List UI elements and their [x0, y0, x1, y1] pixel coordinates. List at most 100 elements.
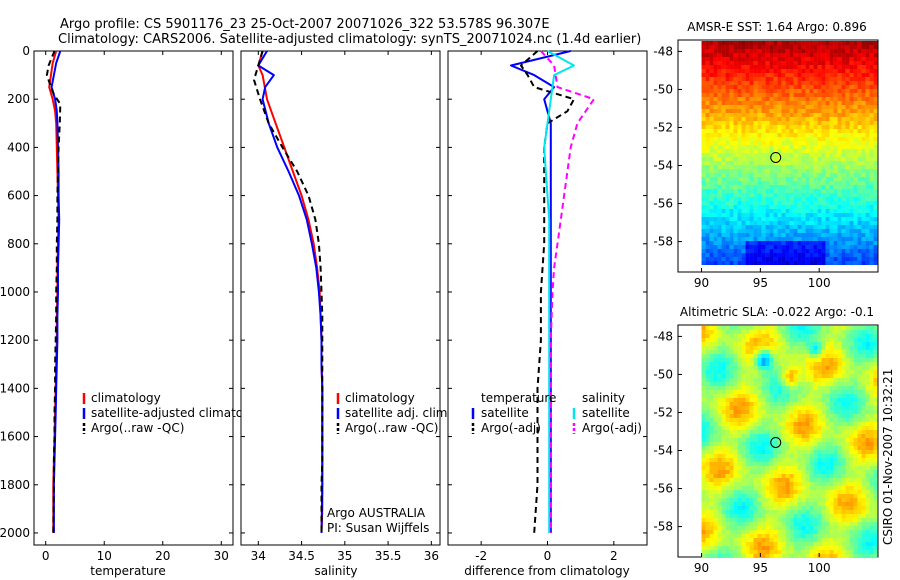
sla-heatmap-cell [761, 334, 766, 338]
sla-heatmap-cell [829, 478, 834, 482]
sst-heatmap-cell [813, 133, 818, 137]
sst-heatmap-cell [861, 209, 866, 213]
sst-heatmap-cell [853, 137, 858, 141]
sla-heatmap-cell [805, 450, 810, 454]
sst-heatmap-cell [837, 225, 842, 229]
sla-heatmap-cell [837, 526, 842, 530]
sst-heatmap-cell [845, 153, 850, 157]
sst-heatmap-cell [781, 157, 786, 161]
sst-heatmap-cell [749, 181, 754, 185]
sst-heatmap-cell [729, 133, 734, 137]
sst-heatmap-cell [729, 217, 734, 221]
sla-heatmap-cell [749, 486, 754, 490]
sla-heatmap-cell [701, 442, 706, 446]
sst-heatmap-cell [745, 169, 750, 173]
sst-heatmap-cell [873, 157, 878, 161]
sst-heatmap-cell [797, 109, 802, 113]
sst-heatmap-cell [829, 129, 834, 133]
sst-heatmap-cell [785, 249, 790, 253]
sst-heatmap-cell [861, 77, 866, 81]
sst-heatmap-cell [769, 173, 774, 177]
sst-heatmap-cell [873, 137, 878, 141]
sla-heatmap-cell [801, 446, 806, 450]
sla-heatmap-cell [817, 446, 822, 450]
sla-heatmap-cell [861, 366, 866, 370]
sla-heatmap-cell [709, 430, 714, 434]
sst-heatmap-cell [701, 221, 706, 225]
sla-heatmap-cell [737, 350, 742, 354]
sla-heatmap-cell [705, 370, 710, 374]
sla-heatmap-cell [765, 462, 770, 466]
sla-heatmap-cell [741, 374, 746, 378]
sla-heatmap-cell [865, 382, 870, 386]
sla-heatmap-cell [793, 438, 798, 442]
sla-heatmap-cell [793, 346, 798, 350]
sla-heatmap-cell [869, 494, 874, 498]
sla-heatmap-cell [869, 442, 874, 446]
sla-heatmap-cell [853, 410, 858, 414]
sst-heatmap-cell [729, 201, 734, 205]
sst-heatmap-cell [765, 193, 770, 197]
sla-heatmap-cell [813, 382, 818, 386]
sst-heatmap-cell [701, 129, 706, 133]
sla-heatmap-cell [717, 410, 722, 414]
sla-heatmap-cell [825, 522, 830, 526]
sst-heatmap-cell [793, 177, 798, 181]
difference-axes [447, 50, 648, 546]
sst-heatmap-cell [861, 161, 866, 165]
sla-heatmap-cell [797, 482, 802, 486]
sst-heatmap-cell [805, 185, 810, 189]
sst-heatmap-cell [829, 233, 834, 237]
sla-heatmap-cell [713, 334, 718, 338]
sst-heatmap-cell [733, 41, 738, 45]
sla-heatmap-cell [849, 358, 854, 362]
sst-heatmap-cell [733, 217, 738, 221]
sst-heatmap-cell [873, 237, 878, 241]
sst-heatmap-cell [821, 233, 826, 237]
sst-heatmap-cell [849, 241, 854, 245]
sla-heatmap-cell [721, 498, 726, 502]
sla-heatmap-cell [805, 534, 810, 538]
sla-heatmap-cell [749, 366, 754, 370]
sst-heatmap-cell [853, 93, 858, 97]
sst-heatmap-cell [769, 213, 774, 217]
sst-heatmap-cell [869, 237, 874, 241]
sla-heatmap-cell [869, 514, 874, 518]
sst-heatmap-cell [809, 193, 814, 197]
sst-heatmap-cell [821, 89, 826, 93]
sst-heatmap-cell [761, 217, 766, 221]
sla-heatmap-cell [857, 530, 862, 534]
sst-heatmap-cell [749, 197, 754, 201]
sst-heatmap-cell [801, 121, 806, 125]
sst-heatmap-cell [837, 69, 842, 73]
sst-heatmap-cell [797, 97, 802, 101]
sst-heatmap-cell [729, 65, 734, 69]
sla-heatmap-cell [825, 446, 830, 450]
sst-heatmap-cell [805, 93, 810, 97]
sla-heatmap-cell [801, 482, 806, 486]
sst-heatmap-cell [797, 153, 802, 157]
sla-heatmap-cell [741, 414, 746, 418]
sst-heatmap-cell [769, 85, 774, 89]
sst-heatmap-cell [705, 101, 710, 105]
sla-heatmap-cell [865, 430, 870, 434]
sst-heatmap-cell [825, 93, 830, 97]
sst-heatmap-cell [717, 257, 722, 261]
sst-heatmap-cell [829, 77, 834, 81]
sst-heatmap-cell [701, 181, 706, 185]
sla-heatmap-cell [833, 410, 838, 414]
sla-heatmap-cell [701, 378, 706, 382]
sla-heatmap-cell [709, 366, 714, 370]
sst-heatmap-cell [813, 225, 818, 229]
sla-heatmap-cell [821, 378, 826, 382]
sst-heatmap-cell [829, 137, 834, 141]
sla-heatmap-cell [817, 466, 822, 470]
sst-heatmap-cell [849, 41, 854, 45]
sst-heatmap-cell [761, 145, 766, 149]
sla-heatmap-cell [753, 414, 758, 418]
sst-heatmap-cell [857, 189, 862, 193]
sst-heatmap-cell [861, 89, 866, 93]
sla-heatmap-cell [869, 338, 874, 342]
sst-heatmap-cell [753, 61, 758, 65]
sla-heatmap-cell [801, 358, 806, 362]
